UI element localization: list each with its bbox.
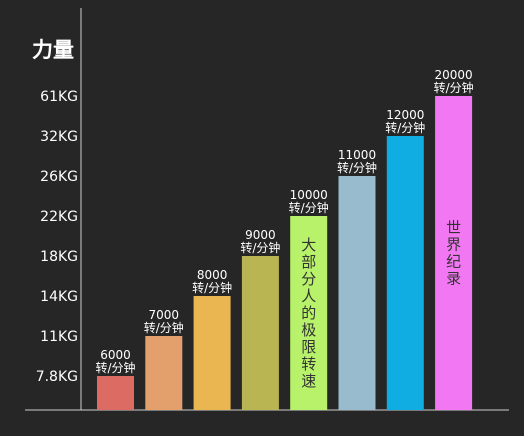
bar-annotations: 大部分人的极限转速 世界纪录 — [301, 219, 461, 391]
chart-title: 力量 — [32, 38, 74, 62]
y-tick-label: 32KG — [40, 129, 78, 145]
bar-data-label: 12000 转/分钟 — [385, 108, 425, 135]
y-tick-label: 26KG — [40, 169, 78, 185]
bar — [386, 136, 424, 410]
bar-annotation: 大部分人的极限转速 — [301, 236, 316, 390]
data-labels: 6000 转/分钟 7000 转/分钟 8000 转/分钟 9000 转/分钟 10000 转/分… — [95, 68, 473, 375]
y-tick-labels: 7.8KG 11KG 14KG 18KG 22KG 26KG 32KG 61KG — [36, 89, 78, 385]
y-tick-label: 61KG — [40, 89, 78, 105]
bar-annotation: 世界纪录 — [446, 219, 461, 288]
bar-data-label: 11000 转/分钟 — [337, 148, 377, 175]
y-tick-label: 14KG — [40, 289, 78, 305]
bar — [193, 296, 231, 410]
y-tick-label: 11KG — [40, 329, 78, 345]
bar — [241, 256, 279, 410]
bar — [290, 216, 328, 410]
bar-data-label: 20000 转/分钟 — [434, 68, 474, 95]
y-tick-label: 7.8KG — [36, 369, 78, 385]
bar-data-label: 9000 转/分钟 — [240, 228, 280, 255]
bar — [338, 176, 376, 410]
bar-data-label: 7000 转/分钟 — [144, 308, 184, 335]
y-tick-label: 18KG — [40, 249, 78, 265]
bar — [435, 96, 473, 410]
bars — [97, 96, 473, 410]
y-tick-label: 22KG — [40, 209, 78, 225]
bar — [145, 336, 183, 410]
bar-data-label: 8000 转/分钟 — [192, 268, 232, 295]
bar-data-label: 6000 转/分钟 — [95, 348, 135, 375]
bar — [97, 376, 134, 410]
bar-data-label: 10000 转/分钟 — [289, 188, 329, 215]
